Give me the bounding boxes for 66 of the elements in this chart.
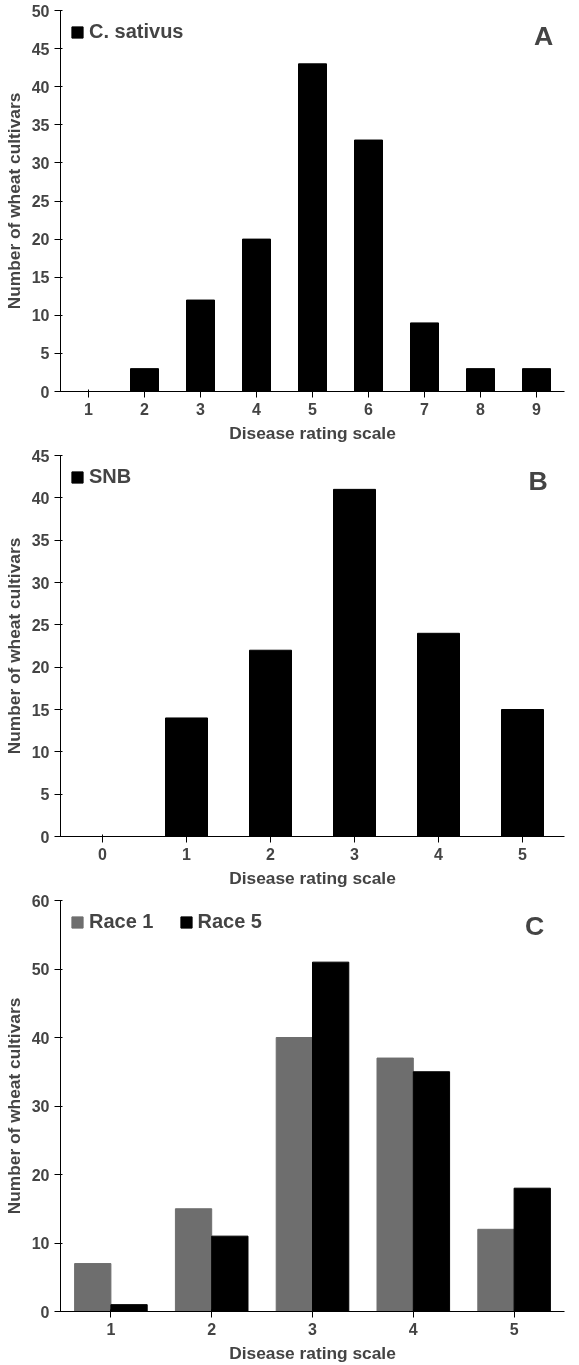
annotation: A: [534, 20, 554, 51]
y-tick-label: 0: [40, 383, 50, 401]
x-axis-title: Disease rating scale: [229, 1342, 397, 1363]
y-axis-title: Number of wheat cultivars: [3, 92, 24, 310]
x-tick-label: 8: [476, 400, 486, 418]
y-tick-label: 40: [31, 489, 50, 507]
y-axis-title: Number of wheat cultivars: [3, 997, 24, 1215]
x-tick-label: 0: [98, 845, 108, 863]
y-tick-label: 45: [31, 40, 50, 58]
x-tick-label: 9: [532, 400, 542, 418]
x-tick-label: 4: [252, 400, 262, 418]
x-tick-label: 5: [308, 400, 318, 418]
x-tick-label: 5: [518, 845, 528, 863]
y-tick-label: 15: [31, 269, 50, 287]
x-tick-label: 7: [420, 400, 430, 418]
y-tick-label: 30: [31, 574, 50, 592]
annotation: C: [525, 910, 545, 941]
y-axis-title: Number of wheat cultivars: [3, 537, 24, 755]
y-tick-label: 30: [31, 1098, 50, 1115]
y-tick-label: 45: [31, 447, 50, 465]
y-tick-label: 0: [40, 1303, 50, 1321]
y-tick-label: 25: [31, 616, 50, 634]
x-axis-title: Disease rating scale: [229, 867, 397, 888]
bar: [376, 1057, 414, 1312]
y-tick-label: 35: [31, 532, 50, 550]
x-tick-label: 4: [408, 1320, 418, 1338]
y-tick-label: 35: [31, 116, 50, 134]
x-tick-label: 5: [509, 1320, 519, 1338]
y-tick-label: 40: [31, 78, 50, 96]
x-tick-label: 1: [106, 1320, 116, 1338]
x-tick-label: 3: [196, 400, 206, 418]
y-tick-label: 0: [40, 828, 50, 846]
y-tick-label: 10: [31, 743, 50, 761]
bar: [174, 1208, 213, 1312]
x-tick-label: 1: [182, 845, 192, 863]
x-axis-title: Disease rating scale: [229, 422, 397, 443]
y-tick-label: 25: [31, 193, 50, 210]
legend-label: SNB: [89, 465, 132, 488]
y-tick-label: 20: [31, 231, 50, 249]
y-tick-label: 60: [31, 892, 50, 910]
legend-label: Race 5: [197, 910, 262, 933]
y-tick-label: 50: [31, 2, 50, 20]
y-tick-label: 40: [31, 1029, 50, 1047]
x-tick-label: 3: [350, 845, 360, 863]
x-tick-label: 1: [84, 400, 94, 418]
y-tick-label: 5: [40, 345, 50, 363]
bar: [275, 1037, 313, 1312]
x-tick-label: 3: [308, 1320, 318, 1338]
legend-label: Race 1: [89, 910, 154, 933]
legend-label: C. sativus: [89, 20, 184, 43]
x-tick-label: 6: [364, 400, 374, 418]
y-tick-label: 5: [40, 786, 50, 804]
y-tick-label: 10: [31, 1235, 50, 1252]
x-tick-label: 2: [266, 845, 276, 863]
y-tick-label: 50: [31, 961, 50, 978]
y-tick-label: 15: [31, 701, 50, 719]
bar: [477, 1228, 515, 1312]
y-tick-label: 10: [31, 307, 50, 325]
annotation: B: [528, 465, 548, 496]
x-tick-label: 2: [207, 1320, 217, 1338]
x-tick-label: 2: [140, 400, 150, 418]
bar: [74, 1263, 112, 1312]
y-tick-label: 30: [31, 154, 50, 172]
x-tick-label: 4: [434, 845, 444, 863]
y-tick-label: 20: [31, 659, 50, 677]
y-tick-label: 20: [31, 1166, 50, 1184]
